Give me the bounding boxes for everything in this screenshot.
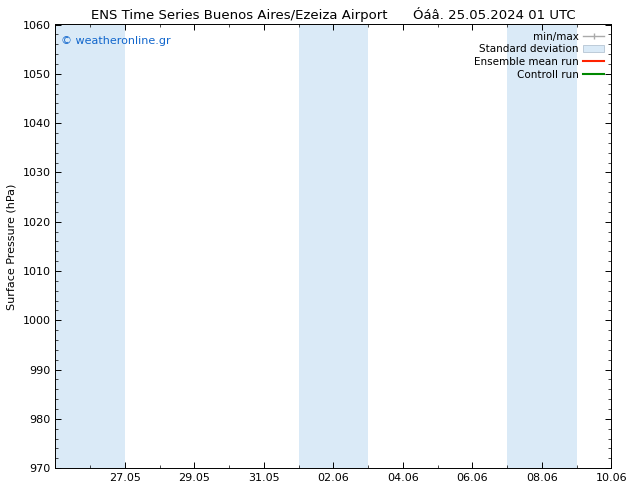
Bar [507,24,576,468]
Legend: min/max, Standard deviation, Ensemble mean run, Controll run: min/max, Standard deviation, Ensemble me… [472,30,606,82]
Title: ENS Time Series Buenos Aires/Ezeiza Airport      Óáâ. 25.05.2024 01 UTC: ENS Time Series Buenos Aires/Ezeiza Airp… [91,7,576,22]
Bar [56,24,125,468]
Text: © weatheronline.gr: © weatheronline.gr [61,36,171,46]
Y-axis label: Surface Pressure (hPa): Surface Pressure (hPa) [7,183,17,310]
Bar [299,24,368,468]
